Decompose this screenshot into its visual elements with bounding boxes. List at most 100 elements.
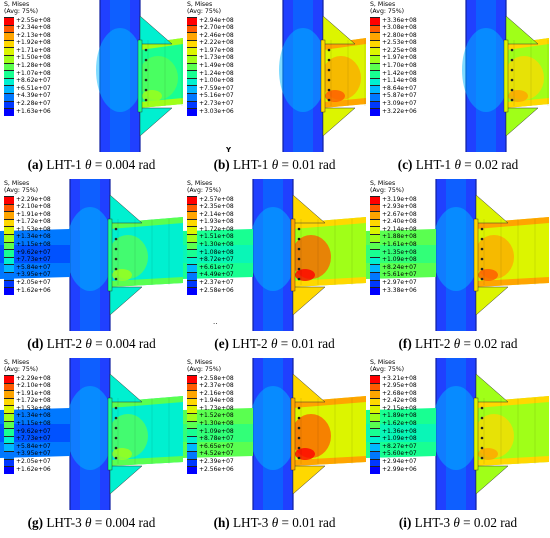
stiffener-top <box>292 373 326 403</box>
caption-label: (b) <box>213 157 230 172</box>
caption-specimen: LHT-2 <box>232 336 268 351</box>
figure-panel: S, Mises (Avg: 75%) +3.19e+08 +2.93e+08 +2.6… <box>366 179 550 358</box>
contour-legend: S, Mises (Avg: 75%) +3.19e+08 +2.93e+08 +2.6… <box>370 180 442 295</box>
legend-value: +2.58e+06 <box>199 286 234 294</box>
legend-swatch <box>370 47 380 55</box>
caption-rotation: = 0.02 rad <box>463 515 518 530</box>
legend-value: +2.94e+07 <box>382 458 417 466</box>
legend-value: +2.37e+08 <box>199 382 234 390</box>
stiffener-bottom <box>109 465 143 495</box>
fe-contour-plot <box>462 0 549 152</box>
panel-caption: (f) LHT-2 θ = 0.02 rad <box>366 336 550 352</box>
legend-value: +2.95e+08 <box>382 382 417 390</box>
legend-value: +2.58e+08 <box>199 374 234 382</box>
legend-swatch <box>187 24 197 33</box>
stiffener-bottom <box>322 107 356 137</box>
legend-swatch <box>4 256 14 265</box>
legend-swatch <box>4 233 14 242</box>
legend-value: +2.80e+08 <box>382 31 417 39</box>
legend-row: +2.37e+07 <box>187 279 259 288</box>
legend-swatch <box>4 279 14 288</box>
legend-swatch <box>370 428 380 436</box>
figure-panel: S, Mises (Avg: 75%) +2.55e+08 +2.34e+08 +2.1… <box>0 0 183 179</box>
legend-value: +1.15e+08 <box>16 241 51 249</box>
legend-value: +2.68e+08 <box>382 389 417 397</box>
legend-value: +8.27e+07 <box>382 442 417 450</box>
legend-row: +1.53e+08 <box>4 226 76 234</box>
legend-value: +1.93e+08 <box>199 218 234 226</box>
legend-value: +3.03e+06 <box>199 107 234 115</box>
legend-swatch <box>370 77 380 86</box>
legend-swatch <box>4 226 14 234</box>
legend-row: +1.15e+08 <box>4 241 76 250</box>
legend-row: +2.94e+08 <box>187 17 259 25</box>
panel-caption: (g) LHT-3 θ = 0.004 rad <box>0 515 183 531</box>
legend-value: +2.15e+08 <box>382 404 417 412</box>
legend-row: +2.10e+08 <box>4 382 76 391</box>
legend-value: +1.53e+08 <box>16 404 51 412</box>
legend-value: +1.28e+08 <box>16 62 51 70</box>
legend-swatch <box>370 218 380 227</box>
legend-swatch <box>4 203 14 212</box>
legend-row: +3.38e+06 <box>370 287 442 295</box>
legend-swatch <box>4 77 14 86</box>
legend-swatch <box>4 249 14 257</box>
legend-row: +2.56e+06 <box>187 466 259 474</box>
legend-value: +1.91e+08 <box>16 389 51 397</box>
legend-averaging: (Avg: 75%) <box>370 8 405 15</box>
legend-value: +2.14e+08 <box>199 210 234 218</box>
legend-row: +2.80e+08 <box>370 32 442 40</box>
caption-theta: θ <box>454 157 461 172</box>
legend-value: +2.97e+07 <box>382 279 417 287</box>
legend-title: S, Mises <box>370 180 396 187</box>
caption-theta: θ <box>270 336 278 351</box>
legend-swatch <box>4 218 14 227</box>
legend-value: +1.15e+08 <box>16 420 51 428</box>
legend-swatch <box>4 264 14 272</box>
figure-panel: S, Mises (Avg: 75%) +3.36e+08 +3.08e+08 +2.8… <box>366 0 550 179</box>
legend-averaging: (Avg: 75%) <box>370 187 405 194</box>
stiffener-bottom <box>475 286 509 316</box>
legend-value: +1.91e+08 <box>16 210 51 218</box>
legend-value: +1.51e+08 <box>199 233 234 241</box>
contour-legend: S, Mises (Avg: 75%) +2.58e+08 +2.37e+08 +2.1… <box>187 359 259 474</box>
legend-row: +3.09e+07 <box>370 100 442 109</box>
legend-row: +1.72e+08 <box>187 226 259 234</box>
caption-theta: θ <box>85 515 92 530</box>
legend-value: +1.73e+08 <box>199 404 234 412</box>
legend-swatch <box>370 256 380 265</box>
legend-row: +2.05e+07 <box>4 458 76 467</box>
legend-value: +6.65e+07 <box>199 442 234 450</box>
fe-contour-plot <box>183 358 366 510</box>
legend-row: +1.49e+08 <box>187 62 259 71</box>
legend-row: +2.46e+08 <box>187 32 259 40</box>
legend-title: S, Mises <box>187 180 213 187</box>
contour-legend: S, Mises (Avg: 75%) +2.55e+08 +2.34e+08 +2.1… <box>4 1 76 116</box>
legend-row: +5.16e+07 <box>187 92 259 101</box>
stiffener-top <box>322 15 356 45</box>
legend-swatch <box>370 17 380 25</box>
legend-averaging: (Avg: 75%) <box>4 366 39 373</box>
legend-swatch <box>370 443 380 451</box>
legend-value: +8.24e+07 <box>382 263 417 271</box>
figure-panel: S, Mises (Avg: 75%) +2.94e+08 +2.70e+08 +2.4… <box>183 0 366 179</box>
legend-value: +3.95e+07 <box>16 271 51 279</box>
legend-swatch <box>370 279 380 288</box>
legend-swatch <box>370 92 380 101</box>
legend-swatch <box>187 458 197 467</box>
legend-row: +8.27e+07 <box>370 443 442 451</box>
legend-swatch <box>187 226 197 234</box>
panel-caption: (c) LHT-1 θ = 0.02 rad <box>366 157 550 173</box>
caption-label: (e) <box>214 336 229 351</box>
legend-swatch <box>4 39 14 48</box>
stiffener-top <box>109 373 143 403</box>
legend-title: S, Mises <box>370 359 396 366</box>
legend-scale: +3.21e+08 +2.95e+08 +2.68e+08 +2.42e+08 +2.1… <box>370 375 442 474</box>
contour-legend: S, Mises (Avg: 75%) +2.29e+08 +2.10e+08 +1.9… <box>4 359 76 474</box>
caption-specimen: LHT-1 <box>46 157 82 172</box>
legend-title: S, Mises <box>187 1 213 8</box>
legend-scale: +2.29e+08 +2.10e+08 +1.91e+08 +1.72e+08 +1.5… <box>4 196 76 295</box>
legend-row: +1.00e+08 <box>187 77 259 86</box>
legend-value: +1.07e+08 <box>16 69 51 77</box>
legend-value: +1.30e+08 <box>199 420 234 428</box>
